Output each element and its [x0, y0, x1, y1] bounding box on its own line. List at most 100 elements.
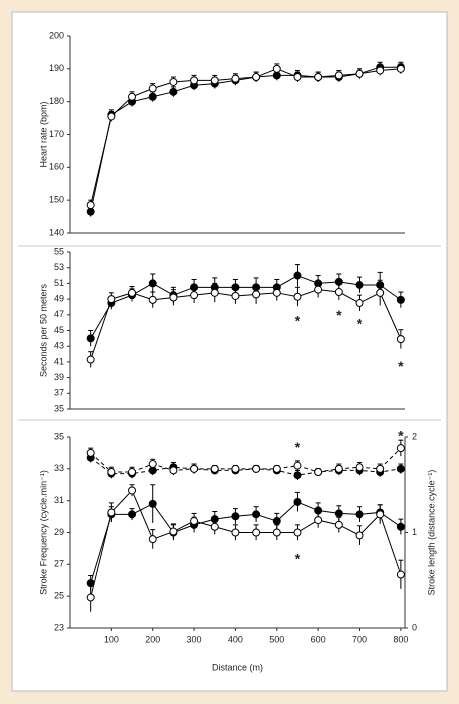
marker: [210, 464, 219, 473]
marker: [334, 71, 343, 80]
series-line: [90, 289, 402, 360]
marker: [210, 288, 219, 297]
y-tick-label: 200: [49, 30, 64, 40]
annotation: *: [398, 358, 404, 374]
marker: [86, 334, 95, 343]
y-tick-label: 53: [54, 262, 64, 272]
y-tick-label: 51: [54, 278, 64, 288]
y2-tick-label: 0: [412, 622, 417, 632]
marker: [128, 510, 137, 519]
marker: [190, 76, 199, 85]
marker: [314, 73, 323, 82]
marker: [86, 448, 95, 457]
series-line: [90, 457, 401, 476]
marker: [355, 531, 364, 540]
marker: [334, 520, 343, 529]
marker: [148, 92, 157, 101]
marker: [355, 280, 364, 289]
marker: [293, 292, 302, 301]
y-tick-label: 29: [54, 527, 64, 537]
marker: [355, 463, 364, 472]
marker: [252, 528, 261, 537]
marker: [148, 460, 157, 469]
marker: [355, 299, 364, 308]
x-tick-label: 300: [187, 634, 202, 644]
marker: [293, 497, 302, 506]
marker: [107, 295, 116, 304]
marker: [169, 527, 178, 536]
frame: [11, 11, 448, 692]
marker: [169, 293, 178, 302]
y-tick-label: 47: [54, 309, 64, 319]
y2-axis-label: Stroke length (distance.cycle⁻¹): [426, 470, 436, 596]
marker: [107, 112, 116, 121]
marker: [148, 84, 157, 93]
marker: [107, 468, 116, 477]
marker: [252, 510, 261, 519]
series-line: [90, 68, 401, 206]
marker: [376, 510, 385, 519]
y-tick-label: 33: [54, 463, 64, 473]
series-line: [90, 274, 402, 339]
marker: [190, 517, 199, 526]
x-tick-label: 400: [228, 634, 243, 644]
marker: [148, 535, 157, 544]
y-tick-label: 41: [54, 356, 64, 366]
marker: [231, 74, 240, 83]
marker: [334, 464, 343, 473]
marker: [396, 464, 405, 473]
y-tick-label: 180: [49, 96, 64, 106]
x-tick-label: 200: [145, 634, 160, 644]
y-tick-label: 31: [54, 495, 64, 505]
y-axis-label: Stroke Frequency (cycle.min⁻¹): [38, 470, 48, 595]
marker: [314, 516, 323, 525]
marker: [396, 444, 405, 453]
marker: [272, 464, 281, 473]
marker: [190, 291, 199, 300]
marker: [396, 522, 405, 531]
annotation: *: [398, 428, 404, 444]
annotation: *: [336, 307, 342, 323]
marker: [314, 468, 323, 477]
y-axis-label: Heart rate (bpm): [38, 101, 48, 167]
marker: [252, 464, 261, 473]
marker: [169, 466, 178, 475]
annotation: *: [295, 439, 301, 455]
annotation: *: [357, 316, 363, 332]
marker: [396, 295, 405, 304]
annotation: *: [295, 550, 301, 566]
y2-tick-label: 2: [412, 431, 417, 441]
marker: [128, 288, 137, 297]
x-tick-label: 800: [393, 634, 408, 644]
marker: [148, 279, 157, 288]
y-tick-label: 25: [54, 591, 64, 601]
marker: [107, 508, 116, 517]
y2-tick-label: 1: [412, 527, 417, 537]
marker: [169, 87, 178, 96]
marker: [252, 290, 261, 299]
marker: [231, 512, 240, 521]
y-tick-label: 170: [49, 129, 64, 139]
marker: [272, 517, 281, 526]
marker: [376, 66, 385, 75]
marker: [190, 464, 199, 473]
marker: [396, 335, 405, 344]
marker: [272, 528, 281, 537]
y-tick-label: 39: [54, 372, 64, 382]
y-tick-label: 35: [54, 431, 64, 441]
marker: [210, 522, 219, 531]
marker: [396, 570, 405, 579]
marker: [314, 285, 323, 294]
y-tick-label: 190: [49, 63, 64, 73]
annotation: *: [295, 313, 301, 329]
marker: [293, 461, 302, 470]
marker: [272, 64, 281, 73]
y-tick-label: 55: [54, 246, 64, 256]
y-tick-label: 150: [49, 195, 64, 205]
marker: [376, 288, 385, 297]
marker: [293, 271, 302, 280]
marker: [231, 464, 240, 473]
series-line: [90, 447, 402, 473]
